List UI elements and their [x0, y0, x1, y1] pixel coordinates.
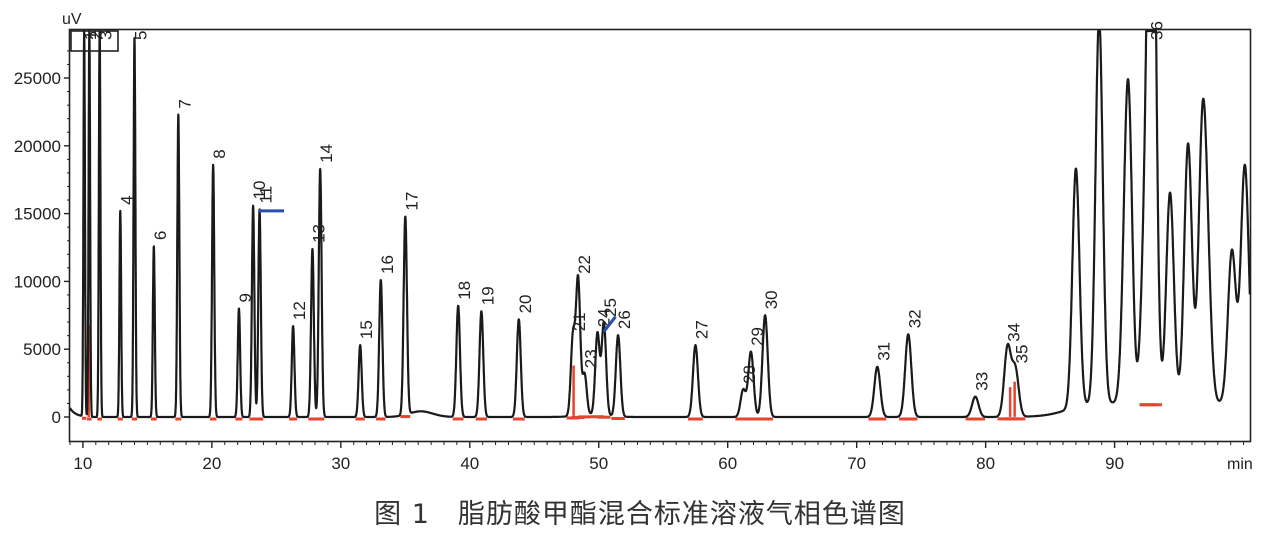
- peak-label: 24: [595, 308, 614, 327]
- peak-label: 20: [516, 294, 535, 313]
- x-tick-label: 50: [589, 454, 608, 473]
- peak-label: 32: [905, 309, 924, 328]
- peak-label: 15: [357, 320, 376, 339]
- peak-label: 10: [250, 181, 269, 200]
- axes: 10 20 30 40 50 60 70 80 90 0 5000 10000 15000 20000 25…: [14, 50, 1245, 473]
- y-tick-label: 5000: [23, 340, 61, 359]
- peak-label: 34: [1005, 323, 1024, 342]
- peak-label: 18: [455, 281, 474, 300]
- peak-label: 16: [378, 255, 397, 274]
- peak-label: 7: [175, 99, 194, 108]
- peak-label: 6: [151, 231, 170, 240]
- x-tick-label: 70: [847, 454, 866, 473]
- peak-label: 1: [81, 31, 100, 40]
- peak-label: 13: [309, 224, 328, 243]
- peak-label: 28: [740, 365, 759, 384]
- peak-label: 19: [478, 286, 497, 305]
- peak-label: 35: [1012, 344, 1031, 363]
- x-tick-label: 30: [331, 454, 350, 473]
- y-axis-unit-label: uV: [62, 11, 82, 28]
- x-tick-label: 60: [718, 454, 737, 473]
- peak-label: 21: [570, 312, 589, 331]
- x-tick-label: 90: [1105, 454, 1124, 473]
- markers: [70, 30, 617, 333]
- peak-label: 36: [1148, 21, 1167, 40]
- peak-label: 23: [582, 349, 601, 368]
- y-tick-label: 15000: [14, 205, 61, 224]
- peak-label: 33: [972, 372, 991, 391]
- peak-label: 26: [615, 310, 634, 329]
- peak-label: 3: [97, 31, 116, 40]
- peak-label: 25: [601, 298, 620, 317]
- y-tick-label: 20000: [14, 137, 61, 156]
- peak-label: 5: [132, 31, 151, 40]
- zoom-box: [70, 30, 119, 52]
- y-tick-label: 10000: [14, 272, 61, 291]
- peak-label: 29: [748, 327, 767, 346]
- peak-label: 2: [86, 31, 105, 40]
- peak-label: 4: [117, 195, 136, 204]
- peak-label: 22: [575, 255, 594, 274]
- peak-label: 9: [236, 293, 255, 302]
- chromatogram-trace: [69, 29, 1251, 419]
- y-tick-label: 0: [52, 408, 61, 427]
- integration-baselines: [81, 324, 1162, 421]
- peak-label: 14: [317, 144, 336, 163]
- x-tick-label: 80: [976, 454, 995, 473]
- peak-label: 17: [402, 192, 421, 211]
- plot-frame: [68, 28, 1252, 443]
- peak-label: 8: [210, 149, 229, 158]
- x-tick-label: 10: [73, 454, 92, 473]
- peak-label: 27: [693, 320, 712, 339]
- y-tick-label: 25000: [14, 69, 61, 88]
- retention-marker: [602, 315, 617, 333]
- peak-label: 30: [762, 290, 781, 309]
- figure-caption: 图 1 脂肪酸甲酯混合标准溶液气相色谱图: [374, 499, 906, 530]
- x-tick-label: 20: [202, 454, 221, 473]
- x-tick-label: 40: [460, 454, 479, 473]
- peak-label: 12: [290, 301, 309, 320]
- x-axis-unit-label: min: [1227, 456, 1253, 473]
- peak-label: 11: [257, 186, 276, 204]
- peak-label: 31: [874, 342, 893, 361]
